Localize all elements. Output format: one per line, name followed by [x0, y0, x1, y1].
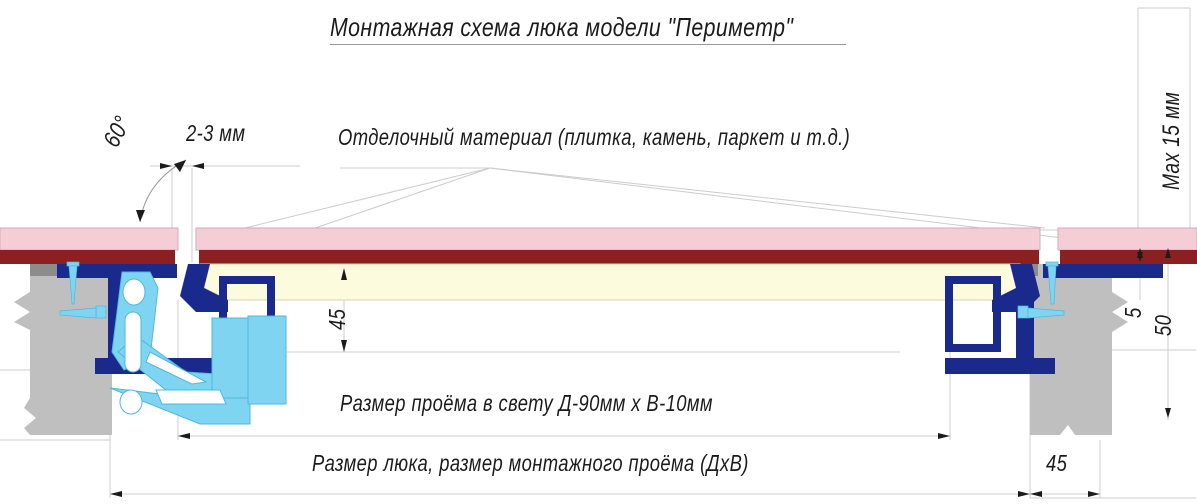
- screw-left-vertical: [66, 261, 80, 305]
- gap-dimension-label: 2-3 мм: [186, 120, 246, 146]
- max-tile-label: Max 15 мм: [1158, 91, 1185, 190]
- wall-shoulder-left: [30, 264, 60, 276]
- panel-thickness-label: 45: [324, 308, 350, 330]
- hinge-lid-bracket: [247, 315, 287, 405]
- wall-right: [1030, 264, 1128, 435]
- screw-right-vertical: [1045, 261, 1059, 305]
- adhesive-layer: [0, 250, 1197, 264]
- page-title: Монтажная схема люка модели "Периметр": [330, 12, 794, 42]
- screw-right-horizontal: [1017, 305, 1065, 319]
- title-underline: [330, 44, 846, 45]
- clear-opening-label: Размер проёма в свету Д-90мм х В-10мм: [340, 390, 713, 416]
- angle-arrow-base: [136, 210, 145, 222]
- dimension-arrows: [110, 163, 1171, 497]
- frame-lip-label: 5: [1120, 307, 1146, 318]
- screw-left-horizontal: [59, 305, 107, 319]
- hatch-size-label: Размер люка, размер монтажного проёма (Д…: [312, 450, 749, 476]
- finish-material-layer: [0, 227, 1197, 251]
- finish-material-label: Отделочный материал (плитка, камень, пар…: [338, 124, 851, 150]
- wall-left: [14, 264, 112, 435]
- side-width-label: 45: [1046, 450, 1068, 476]
- lid-panel: [199, 263, 1021, 301]
- frame-height-label: 50: [1150, 314, 1176, 336]
- hinge-cutouts: [119, 278, 227, 415]
- angle-arrow: [174, 160, 186, 172]
